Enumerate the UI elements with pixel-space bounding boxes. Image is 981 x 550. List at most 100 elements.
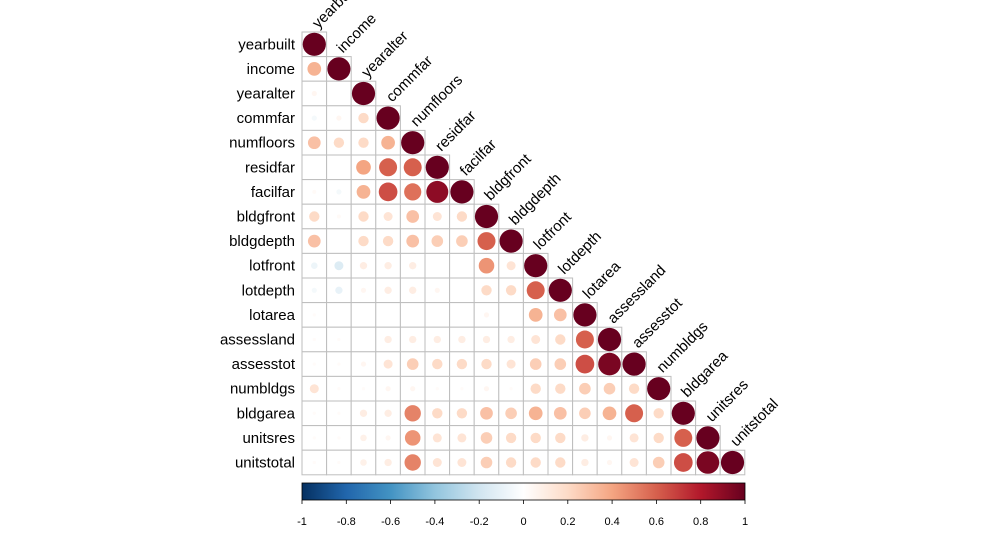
correlation-circle-bldgarea-assesstot <box>625 404 644 423</box>
correlation-circle-bldgdepth-numfloors <box>406 234 420 248</box>
correlation-circle-unitstotal-unitsres <box>696 451 720 474</box>
grid-cell <box>375 129 401 156</box>
row-label-numbldgs: numbldgs <box>230 381 295 398</box>
correlation-circle-bldgdepth-bldgdepth <box>499 229 523 253</box>
correlation-circle-lotdepth-residfar <box>434 287 440 293</box>
colorbar-tick-label: -0.4 <box>425 516 444 528</box>
correlation-circle-bldgdepth-commfar <box>382 235 394 247</box>
grid-cell <box>326 80 352 107</box>
grid-cell <box>424 302 451 328</box>
correlation-circle-assesstot-yearbuilt <box>312 362 316 366</box>
correlation-circle-assesstot-assesstot <box>622 352 646 376</box>
correlation-circle-facilfar-commfar <box>378 182 398 202</box>
correlation-circle-assessland-bldgfront <box>482 335 491 344</box>
row-label-lotarea: lotarea <box>249 307 296 324</box>
row-label-yearbuilt: yearbuilt <box>238 36 296 53</box>
correlation-circle-lotfront-bldgdepth <box>506 261 516 271</box>
correlation-circle-unitstotal-commfar <box>384 458 392 467</box>
colorbar-tick-label: -0.6 <box>381 516 400 528</box>
correlation-circle-assesstot-bldgfront <box>481 358 492 370</box>
correlation-circle-lotarea-yearbuilt <box>312 313 316 317</box>
correlation-circle-lotdepth-lotdepth <box>548 278 572 302</box>
correlation-circle-bldgdepth-yearalter <box>358 235 369 247</box>
correlation-circle-unitsres-residfar <box>432 433 442 443</box>
correlation-circle-bldgfront-residfar <box>432 212 442 221</box>
correlation-circle-bldgarea-lotfront <box>528 406 543 421</box>
correlation-circle-lotarea-bldgfront <box>483 312 490 318</box>
colorbar-tick-label: 1 <box>742 516 748 528</box>
correlation-circle-unitsres-bldgarea <box>674 428 693 447</box>
correlation-circle-assessland-commfar <box>384 335 392 344</box>
grid-cell <box>375 302 401 328</box>
correlation-circle-facilfar-yearbuilt <box>312 189 317 194</box>
correlation-circle-unitstotal-income <box>337 460 341 465</box>
correlation-circle-assessland-residfar <box>433 335 441 344</box>
correlation-circle-bldgfront-yearbuilt <box>309 211 320 222</box>
correlation-circle-unitsres-assessland <box>606 435 613 441</box>
correlation-circle-unitstotal-assessland <box>606 459 613 466</box>
correlation-circle-unitstotal-residfar <box>432 458 442 467</box>
correlation-circle-assessland-yearbuilt <box>312 337 316 342</box>
correlation-circle-residfar-residfar <box>425 155 449 179</box>
correlation-circle-facilfar-income <box>336 189 342 195</box>
correlation-circle-lotfront-numfloors <box>409 262 417 270</box>
row-label-assesstot: assesstot <box>232 356 296 373</box>
correlation-circle-unitstotal-numfloors <box>404 454 421 471</box>
grid-cell <box>326 228 352 254</box>
correlation-circle-lotarea-lotarea <box>573 303 597 327</box>
row-label-assessland: assessland <box>220 332 295 349</box>
correlation-circle-bldgarea-lotarea <box>579 407 591 420</box>
correlation-circle-lotdepth-lotfront <box>526 281 545 300</box>
correlation-circle-commfar-commfar <box>376 106 400 130</box>
correlation-circle-numbldgs-bldgfront <box>483 386 490 392</box>
correlation-circle-unitsres-unitsres <box>696 426 720 450</box>
correlation-circle-bldgdepth-facilfar <box>456 235 468 247</box>
correlation-circle-facilfar-facilfar <box>450 180 474 204</box>
correlation-circle-bldgarea-bldgfront <box>480 406 493 420</box>
column-label-residfar: residfar <box>432 107 479 154</box>
grid-cell <box>449 277 475 304</box>
column-label-lotarea: lotarea <box>580 258 625 303</box>
correlation-circle-bldgarea-bldgdepth <box>505 407 517 420</box>
correlation-circle-numbldgs-assesstot <box>628 383 640 394</box>
correlation-circle-yearalter-yearalter <box>351 81 376 106</box>
correlation-circle-lotarea-lotfront <box>528 308 543 322</box>
correlation-circle-unitsres-numbldgs <box>653 432 664 444</box>
correlation-circle-bldgarea-yearbuilt <box>312 411 316 415</box>
correlation-circle-unitstotal-lotfront <box>530 457 541 468</box>
correlation-circle-bldgarea-numfloors <box>404 405 421 422</box>
correlation-circle-bldgfront-yearalter <box>358 211 369 222</box>
correlation-circle-unitstotal-assesstot <box>629 458 639 467</box>
correlation-circle-unitsres-yearalter <box>360 434 367 442</box>
correlation-circle-bldgarea-income <box>337 411 341 415</box>
correlation-circle-facilfar-numfloors <box>404 183 422 201</box>
correlation-circle-unitsres-assesstot <box>629 433 639 443</box>
correlation-circle-assesstot-yearalter <box>360 361 367 367</box>
correlation-circle-unitstotal-lotarea <box>581 458 589 467</box>
correlation-circle-numbldgs-lotdepth <box>555 383 566 394</box>
correlation-circle-lotdepth-bldgfront <box>481 285 492 296</box>
correlation-circle-unitsres-commfar <box>385 435 391 441</box>
correlation-circle-numbldgs-numbldgs <box>647 377 671 401</box>
correlation-circle-assessland-assessland <box>597 327 622 352</box>
row-label-bldgdepth: bldgdepth <box>229 233 295 250</box>
correlation-circle-unitstotal-numbldgs <box>652 456 665 469</box>
correlation-circle-residfar-yearalter <box>356 159 371 175</box>
correlation-circle-lotdepth-yearalter <box>360 287 367 293</box>
correlation-circle-commfar-income <box>336 115 342 121</box>
correlation-circle-numfloors-numfloors <box>401 131 425 155</box>
correlation-circle-numbldgs-residfar <box>435 387 439 391</box>
row-label-income: income <box>247 61 295 78</box>
correlation-circle-unitsres-lotfront <box>530 432 541 444</box>
colorbar: -1 -0.8 -0.6 -0.4 -0.2 0 0.2 0.4 0.6 0.8 1 <box>297 482 748 528</box>
colorbar-tick-label: 0 <box>520 516 526 528</box>
correlation-circle-numbldgs-assessland <box>603 382 616 395</box>
correlation-circle-bldgarea-commfar <box>384 409 392 417</box>
row-label-residfar: residfar <box>245 159 295 176</box>
correlation-circle-unitsres-facilfar <box>457 433 467 443</box>
colorbar-ticks: -1 -0.8 -0.6 -0.4 -0.2 0 0.2 0.4 0.6 0.8 1 <box>297 500 748 528</box>
correlation-circle-bldgfront-bldgfront <box>474 204 499 229</box>
correlation-circle-bldgdepth-residfar <box>431 235 444 247</box>
correlation-circle-lotfront-yearalter <box>359 262 368 270</box>
